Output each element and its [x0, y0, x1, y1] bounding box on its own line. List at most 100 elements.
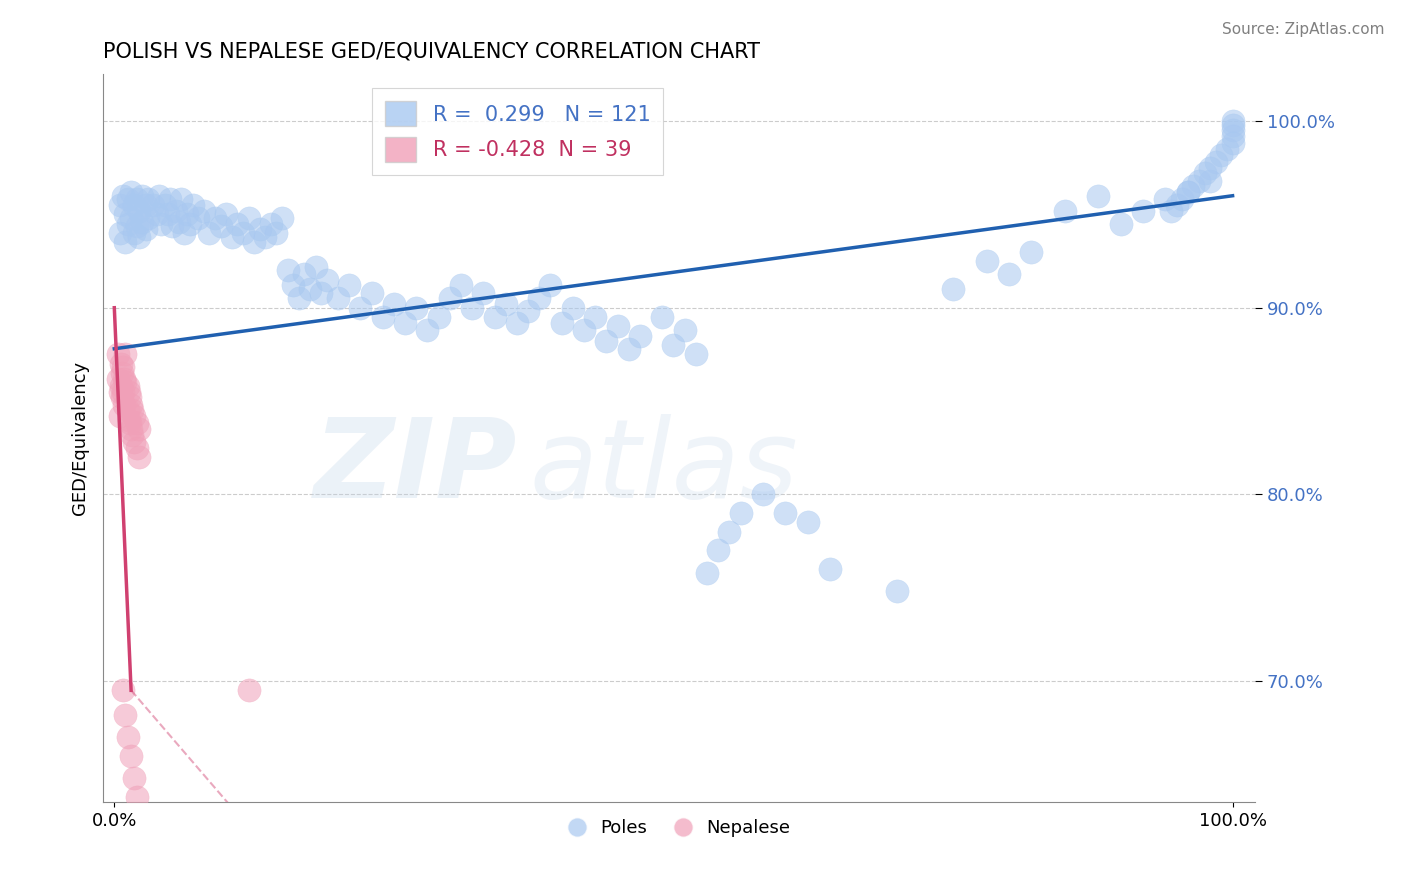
Point [176, 207, 198, 221]
Point [1160, 203, 1182, 218]
Point [326, 292, 349, 306]
Point [337, 278, 360, 293]
Point [371, 310, 394, 324]
Point [120, 422, 142, 436]
Point [1222, 123, 1244, 137]
Point [110, 379, 132, 393]
Point [238, 683, 260, 698]
Point [484, 310, 506, 324]
Point [538, 278, 561, 293]
Point [1177, 185, 1199, 199]
Point [506, 316, 529, 330]
Point [1109, 217, 1132, 231]
Point [1194, 166, 1216, 180]
Point [266, 226, 288, 240]
Point [146, 207, 169, 221]
Point [796, 516, 818, 530]
Point [118, 384, 141, 399]
Point [696, 566, 718, 580]
Point [651, 310, 673, 324]
Point [1053, 203, 1076, 218]
Point [1199, 161, 1222, 175]
Point [124, 771, 146, 785]
Point [382, 297, 405, 311]
Point [118, 390, 141, 404]
Point [131, 808, 153, 822]
Point [209, 219, 232, 233]
Point [1087, 188, 1109, 202]
Point [818, 562, 841, 576]
Point [1188, 174, 1211, 188]
Point [117, 193, 139, 207]
Point [1211, 147, 1233, 161]
Point [111, 366, 134, 380]
Point [128, 422, 150, 436]
Point [173, 226, 195, 240]
Point [1132, 203, 1154, 218]
Point [135, 198, 157, 212]
Point [685, 347, 707, 361]
Point [461, 301, 484, 315]
Point [1177, 185, 1199, 199]
Point [125, 193, 148, 207]
Point [131, 215, 153, 229]
Point [125, 441, 148, 455]
Point [215, 207, 238, 221]
Point [181, 198, 204, 212]
Text: atlas: atlas [529, 414, 799, 521]
Point [117, 403, 139, 417]
Point [628, 328, 651, 343]
Point [167, 215, 190, 229]
Point [775, 506, 797, 520]
Point [942, 282, 965, 296]
Point [112, 371, 135, 385]
Point [125, 789, 148, 804]
Point [1199, 174, 1222, 188]
Point [718, 524, 741, 539]
Point [128, 229, 150, 244]
Point [124, 198, 146, 212]
Point [193, 203, 215, 218]
Point [309, 285, 332, 300]
Point [117, 217, 139, 231]
Point [120, 398, 142, 412]
Point [349, 301, 371, 315]
Y-axis label: GED/Equivalency: GED/Equivalency [72, 361, 89, 516]
Point [1222, 114, 1244, 128]
Point [226, 217, 249, 231]
Point [114, 707, 136, 722]
Point [707, 543, 730, 558]
Point [204, 211, 226, 226]
Point [394, 316, 416, 330]
Point [159, 193, 181, 207]
Point [517, 304, 540, 318]
Point [198, 226, 221, 240]
Point [1154, 193, 1177, 207]
Point [1222, 128, 1244, 143]
Point [110, 357, 132, 371]
Point [1222, 118, 1244, 132]
Point [136, 193, 159, 207]
Point [472, 285, 495, 300]
Point [162, 219, 184, 233]
Point [315, 273, 337, 287]
Point [427, 310, 450, 324]
Point [232, 226, 254, 240]
Point [112, 188, 135, 202]
Point [118, 412, 141, 426]
Point [495, 297, 517, 311]
Point [238, 211, 260, 226]
Point [1216, 142, 1239, 156]
Point [606, 319, 628, 334]
Text: ZIP: ZIP [315, 414, 517, 521]
Point [108, 226, 131, 240]
Point [277, 263, 299, 277]
Point [153, 198, 176, 212]
Point [108, 384, 131, 399]
Point [112, 384, 135, 399]
Point [131, 188, 153, 202]
Point [243, 235, 266, 250]
Point [360, 285, 382, 300]
Point [114, 235, 136, 250]
Point [114, 347, 136, 361]
